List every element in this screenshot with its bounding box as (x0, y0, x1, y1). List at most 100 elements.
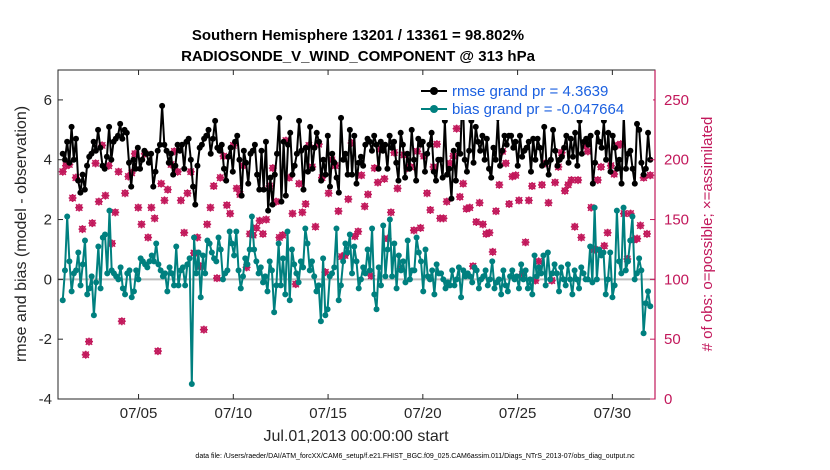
obs-assimilated-point (426, 205, 435, 214)
rmse-point (280, 138, 287, 145)
bias-point (135, 276, 142, 283)
bias-point (487, 276, 494, 283)
x-tick-label: 07/05 (120, 405, 158, 422)
rmse-point (629, 165, 636, 172)
rmse-point (351, 132, 358, 139)
rmse-point (603, 156, 610, 163)
obs-assimilated-point (206, 203, 215, 212)
rmse-point (137, 165, 144, 172)
bias-point (513, 273, 520, 280)
rmse-point (238, 192, 245, 199)
bias-point (431, 291, 438, 298)
bias-point (355, 285, 362, 292)
bias-point (184, 261, 191, 268)
rmse-point (293, 150, 300, 157)
bias-point (331, 264, 338, 271)
bias-point (580, 270, 587, 277)
rmse-point (490, 144, 497, 151)
y-axis-label: rmse and bias (model - observation) (13, 106, 30, 362)
rmse-point (395, 177, 402, 184)
bias-point (613, 207, 620, 214)
rmse-point (126, 159, 132, 166)
rmse-point (260, 186, 267, 193)
obs-assimilated-point (455, 192, 464, 201)
rmse-point (572, 129, 579, 136)
rmse-point (472, 123, 479, 130)
x-tick-label: 07/30 (594, 405, 632, 422)
rmse-point (338, 114, 345, 121)
rmse-point (192, 201, 199, 208)
obs-assimilated-point (508, 172, 517, 181)
rmse-point (92, 147, 99, 154)
bias-point (576, 285, 583, 292)
bias-point (553, 270, 560, 277)
bias-point (480, 273, 487, 280)
bias-point (337, 282, 344, 289)
rmse-point (282, 192, 289, 199)
rmse-point (410, 156, 417, 163)
rmse-point (145, 159, 152, 166)
bias-point (455, 264, 462, 271)
bias-point (560, 276, 567, 283)
bias-point (288, 246, 295, 253)
rmse-point (90, 138, 97, 145)
bias-point (373, 306, 380, 313)
rmse-point (159, 102, 166, 109)
rmse-point (156, 141, 163, 148)
obs-assimilated-point (567, 176, 576, 185)
bias-point (469, 279, 476, 286)
rmse-point (527, 168, 534, 175)
rmse-point (302, 144, 309, 151)
bias-point (93, 279, 100, 286)
obs-assimilated-point (255, 216, 264, 225)
rmse-point (428, 129, 435, 136)
y2-tick-label: 250 (664, 92, 689, 109)
bias-point (404, 237, 411, 244)
obs-assimilated-point (117, 317, 126, 326)
bias-point (324, 306, 331, 313)
rmse-point (322, 171, 329, 178)
bias-point (533, 273, 540, 280)
obs-assimilated-point (173, 167, 182, 176)
bias-point (182, 282, 189, 289)
y2-tick-label: 150 (664, 212, 689, 229)
bias-point (97, 285, 104, 292)
bias-point (551, 261, 558, 268)
rmse-point (408, 126, 415, 133)
rmse-point (243, 159, 250, 166)
bias-point (133, 267, 140, 274)
obs-assimilated-point (295, 179, 304, 188)
bias-point (406, 276, 413, 283)
rmse-point (541, 123, 548, 130)
rmse-point (583, 135, 590, 142)
rmse-point (375, 165, 382, 172)
rmse-point (205, 126, 212, 133)
rmse-point (251, 141, 258, 148)
bias-point (625, 258, 632, 265)
bias-point (90, 312, 97, 319)
rmse-point (218, 141, 225, 148)
rmse-point (587, 132, 594, 139)
obs-assimilated-point (252, 223, 261, 232)
rmse-point (234, 132, 241, 139)
rmse-point (353, 180, 360, 187)
bias-point (569, 291, 576, 298)
obs-assimilated-point (386, 208, 395, 217)
bias-point (146, 258, 153, 265)
obs-assimilated-point (370, 164, 379, 173)
bias-point (600, 249, 607, 256)
rmse-point (622, 165, 629, 172)
obs-assimilated-point (475, 198, 484, 207)
bias-point (449, 267, 456, 274)
bias-point (104, 270, 111, 277)
series-layer (58, 84, 655, 388)
obs-assimilated-point (613, 141, 622, 150)
rmse-point (179, 141, 186, 148)
rmse-point (539, 162, 546, 169)
bias-point (540, 252, 547, 259)
bias-point (300, 264, 307, 271)
obs-assimilated-point (216, 173, 225, 182)
bias-point (244, 261, 251, 268)
rmse-point (523, 144, 530, 151)
bias-point (219, 276, 226, 283)
